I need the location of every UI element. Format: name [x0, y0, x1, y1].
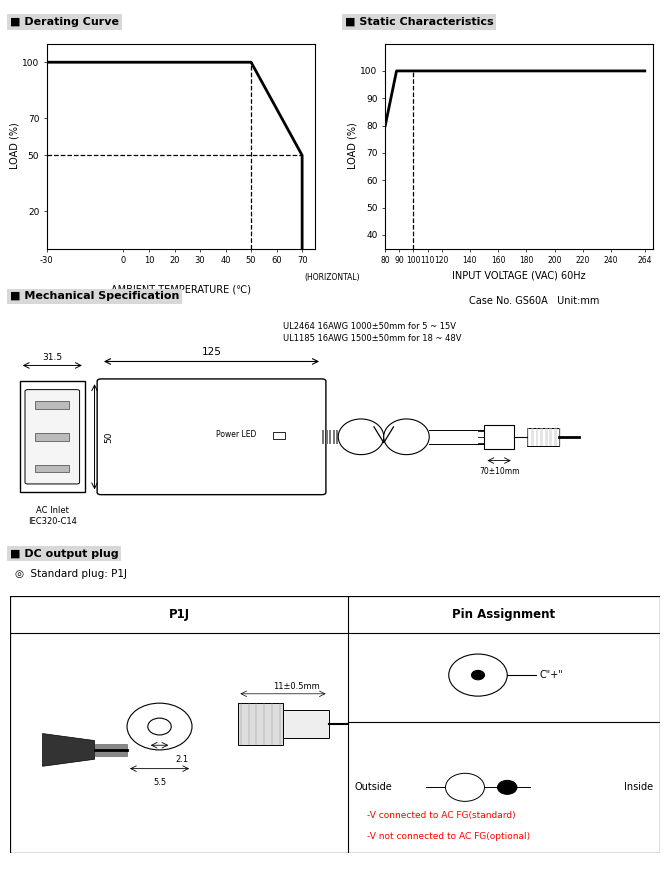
- Text: (HORIZONTAL): (HORIZONTAL): [305, 273, 360, 282]
- Text: UL1185 16AWG 1500±50mm for 18 ~ 48V: UL1185 16AWG 1500±50mm for 18 ~ 48V: [283, 334, 462, 343]
- Text: 50: 50: [105, 431, 113, 443]
- Y-axis label: LOAD (%): LOAD (%): [348, 123, 358, 169]
- Text: P1J: P1J: [168, 608, 190, 621]
- Polygon shape: [384, 419, 429, 454]
- Bar: [531, 428, 534, 446]
- Text: C"+": C"+": [540, 670, 563, 680]
- Text: Power LED: Power LED: [216, 430, 257, 439]
- Circle shape: [498, 780, 517, 794]
- Text: Inside: Inside: [624, 782, 653, 793]
- Bar: [541, 428, 543, 446]
- Bar: [336, 430, 338, 444]
- Circle shape: [127, 703, 192, 750]
- Bar: [283, 710, 328, 739]
- Text: 5.5: 5.5: [153, 778, 166, 787]
- Bar: [329, 430, 331, 444]
- Text: -V connected to AC FG(standard): -V connected to AC FG(standard): [368, 811, 516, 820]
- Bar: [527, 428, 559, 446]
- Bar: [559, 428, 561, 446]
- Bar: [94, 745, 127, 755]
- Text: 70±10mm: 70±10mm: [479, 467, 519, 475]
- Circle shape: [472, 671, 484, 680]
- Bar: [545, 428, 547, 446]
- Text: 2.1: 2.1: [176, 754, 189, 764]
- Polygon shape: [43, 733, 94, 766]
- Text: ◎  Standard plug: P1J: ◎ Standard plug: P1J: [15, 569, 127, 579]
- Bar: [326, 430, 328, 444]
- Bar: [36, 433, 69, 440]
- Bar: [333, 430, 335, 444]
- Bar: [536, 428, 539, 446]
- Text: ■ Derating Curve: ■ Derating Curve: [10, 17, 119, 27]
- Bar: [340, 430, 342, 444]
- Text: ■ Static Characteristics: ■ Static Characteristics: [345, 17, 494, 27]
- Bar: [36, 465, 69, 473]
- Circle shape: [446, 773, 484, 801]
- Text: Pin Assignment: Pin Assignment: [452, 608, 555, 621]
- Bar: [344, 430, 346, 444]
- Bar: [484, 425, 514, 449]
- Bar: [527, 428, 529, 446]
- Text: Outside: Outside: [354, 782, 392, 793]
- Y-axis label: LOAD (%): LOAD (%): [9, 123, 19, 169]
- Circle shape: [449, 654, 507, 696]
- Bar: [322, 430, 324, 444]
- Bar: [549, 428, 552, 446]
- Text: UL2464 16AWG 1000±50mm for 5 ~ 15V: UL2464 16AWG 1000±50mm for 5 ~ 15V: [283, 322, 456, 330]
- Bar: [20, 381, 85, 493]
- Text: 125: 125: [202, 346, 222, 357]
- X-axis label: INPUT VOLTAGE (VAC) 60Hz: INPUT VOLTAGE (VAC) 60Hz: [452, 270, 586, 281]
- Text: AC Inlet
IEC320-C14: AC Inlet IEC320-C14: [28, 506, 77, 526]
- Text: 31.5: 31.5: [42, 353, 62, 362]
- Text: ■ Mechanical Specification: ■ Mechanical Specification: [10, 291, 180, 302]
- Bar: [273, 432, 285, 439]
- Polygon shape: [338, 419, 384, 454]
- X-axis label: AMBIENT TEMPERATURE (℃): AMBIENT TEMPERATURE (℃): [111, 284, 251, 295]
- Text: Case No. GS60A   Unit:mm: Case No. GS60A Unit:mm: [469, 296, 600, 306]
- Bar: [554, 428, 557, 446]
- Circle shape: [148, 719, 172, 735]
- FancyBboxPatch shape: [97, 379, 326, 494]
- Text: -V not connected to AC FG(optional): -V not connected to AC FG(optional): [368, 832, 531, 841]
- Bar: [36, 401, 69, 409]
- Text: ■ DC output plug: ■ DC output plug: [10, 548, 119, 559]
- Text: 11±0.5mm: 11±0.5mm: [273, 683, 320, 691]
- FancyBboxPatch shape: [25, 390, 80, 484]
- Bar: [238, 703, 283, 746]
